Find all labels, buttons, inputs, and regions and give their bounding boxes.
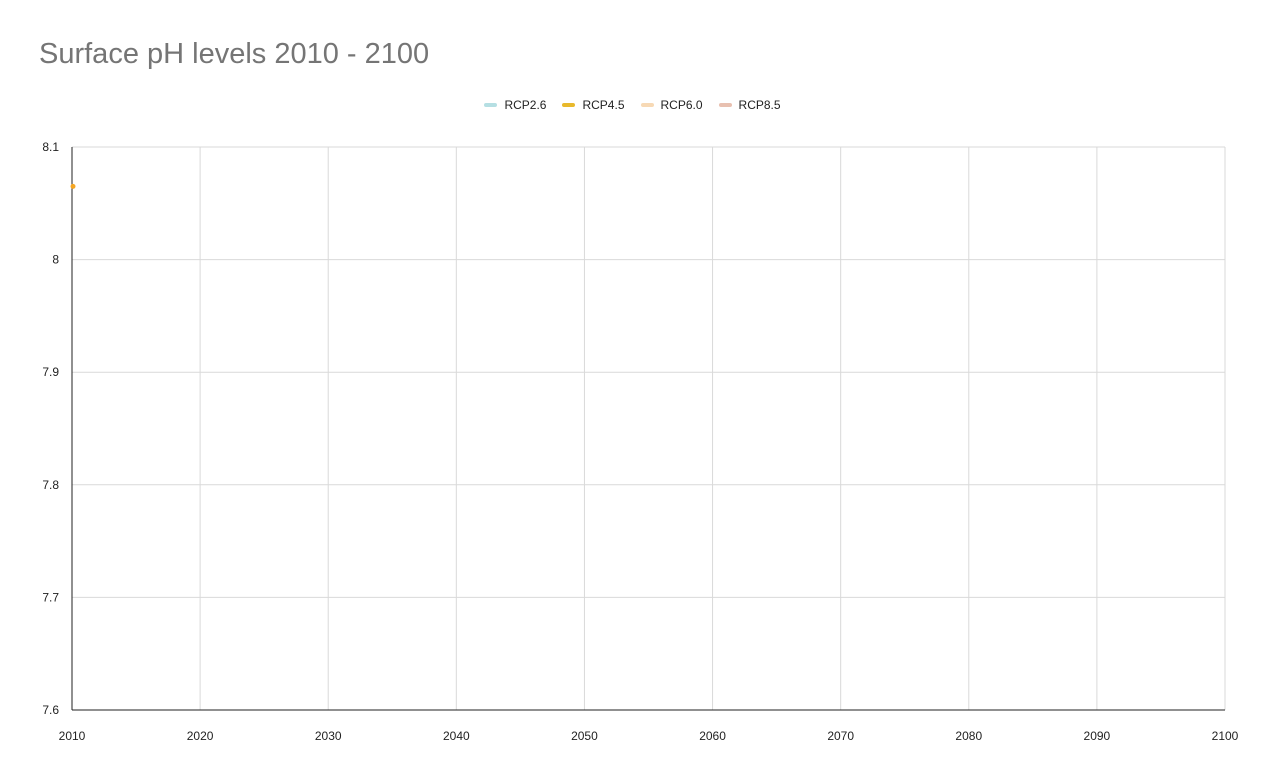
legend-item-rcp26[interactable]: RCP2.6 [484,98,546,112]
legend-swatch [562,103,576,107]
data-point [70,183,76,189]
legend-item-rcp60[interactable]: RCP6.0 [640,98,703,112]
legend-label: RCP6.0 [660,98,703,112]
y-tick-label: 8.1 [42,140,59,154]
x-tick-label: 2010 [59,729,86,743]
legend: RCP2.6 RCP4.5 RCP6.0 RCP8.5 [0,98,1265,112]
y-tick-label: 7.8 [42,478,59,492]
legend-swatch [718,103,732,107]
x-tick-label: 2060 [699,729,726,743]
x-tick-label: 2080 [955,729,982,743]
legend-label: RCP4.5 [582,98,625,112]
x-tick-label: 2070 [827,729,854,743]
x-tick-label: 2090 [1084,729,1111,743]
legend-item-rcp45[interactable]: RCP4.5 [562,98,625,112]
x-tick-label: 2050 [571,729,598,743]
legend-swatch [484,103,498,107]
x-tick-label: 2040 [443,729,470,743]
legend-label: RCP8.5 [738,98,781,112]
x-tick-label: 2030 [315,729,342,743]
legend-swatch [640,103,654,107]
y-tick-label: 7.9 [42,365,59,379]
y-tick-label: 7.6 [42,703,59,717]
y-tick-label: 8 [52,253,59,267]
legend-label: RCP2.6 [504,98,547,112]
x-tick-label: 2020 [187,729,214,743]
y-tick-label: 7.7 [42,590,59,604]
legend-item-rcp85[interactable]: RCP8.5 [718,98,781,112]
chart-title: Surface pH levels 2010 - 2100 [39,38,430,70]
x-tick-label: 2100 [1212,729,1239,743]
